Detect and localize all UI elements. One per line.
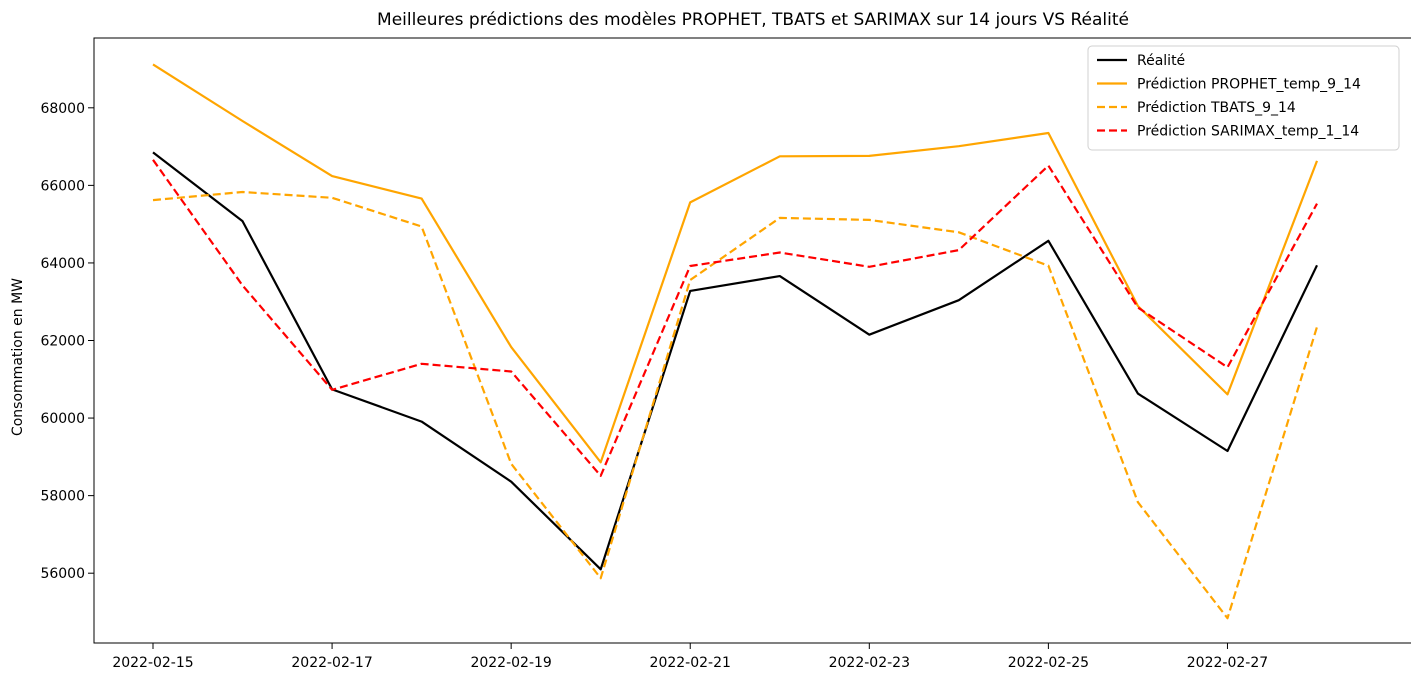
y-tick-label: 68000 (40, 101, 85, 117)
chart-title: Meilleures prédictions des modèles PROPH… (377, 10, 1129, 30)
y-tick-label: 56000 (40, 566, 85, 582)
x-tick-label: 2022-02-27 (1187, 655, 1268, 671)
series-line-1 (152, 63, 1319, 464)
series-line-2 (152, 190, 1319, 620)
legend-label: Réalité (1137, 53, 1185, 69)
x-tick-label: 2022-02-25 (1008, 655, 1089, 671)
x-axis-ticks: 2022-02-15 2022-02-17 2022-02-19 2022-02-21… (112, 643, 1268, 671)
x-tick-label: 2022-02-15 (112, 655, 193, 671)
series-line-3 (152, 159, 1318, 477)
x-tick-label: 2022-02-19 (470, 655, 551, 671)
y-tick-label: 62000 (40, 334, 85, 350)
plot-area-frame (93, 37, 1411, 644)
x-tick-label: 2022-02-21 (650, 655, 731, 671)
x-tick-label: 2022-02-17 (291, 655, 372, 671)
legend-label: Prédiction SARIMAX_temp_1_14 (1137, 124, 1359, 140)
y-tick-label: 66000 (40, 178, 85, 194)
y-tick-label: 60000 (40, 411, 85, 427)
legend-label: Prédiction PROPHET_temp_9_14 (1137, 77, 1361, 93)
x-tick-label: 2022-02-23 (829, 655, 910, 671)
legend: Réalité Prédiction PROPHET_temp_9_14 Prédi… (1087, 45, 1400, 151)
y-tick-label: 64000 (40, 256, 85, 272)
y-axis-label: Consommation en MW (10, 278, 26, 436)
y-axis-ticks: 56000 58000 60000 62000 64000 66000 68000 (40, 101, 94, 582)
legend-box (1087, 45, 1400, 151)
series-line-0 (152, 151, 1318, 571)
legend-label: Prédiction TBATS_9_14 (1137, 100, 1296, 116)
series-lines (152, 63, 1319, 620)
y-tick-label: 58000 (40, 489, 85, 505)
